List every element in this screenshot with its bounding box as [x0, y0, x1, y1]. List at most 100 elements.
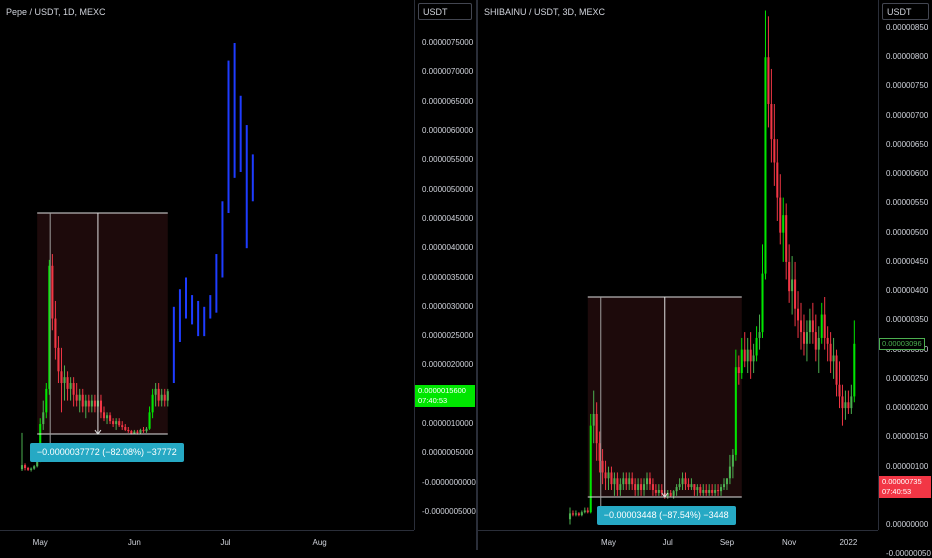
shib-candle-body [838, 384, 841, 397]
shib-candle-body [755, 337, 758, 356]
pepe-time-axis[interactable]: May Jun Jul Aug [0, 530, 414, 551]
shib-price-tick: 0.00000150 [886, 432, 929, 442]
shib-price-tick: 0.00000100 [886, 461, 929, 471]
pepe-chart-canvas[interactable] [0, 0, 476, 550]
shib-candle-body [577, 513, 580, 516]
pepe-candle-body [163, 394, 166, 401]
shib-candle-body [705, 489, 708, 493]
shib-candle-body [571, 513, 574, 515]
pepe-candle-body [23, 465, 27, 469]
shib-candle-body [619, 484, 622, 490]
pepe-projection-bar [227, 60, 230, 214]
shib-candle-body [681, 478, 684, 485]
shib-candle-body [832, 355, 835, 362]
pepe-candle-body [75, 394, 78, 401]
pepe-candle-body [54, 318, 57, 348]
shib-candle-body [817, 337, 820, 350]
shib-measure-arrow [661, 492, 669, 498]
pepe-price-tick: 0.0000050000 [422, 184, 474, 194]
shib-candle-body [850, 396, 853, 409]
pepe-projection-bar [251, 154, 254, 202]
shib-candle-body [625, 478, 628, 485]
shib-candle-body [589, 425, 592, 513]
shib-candle-body [666, 492, 669, 496]
shib-candle-body [799, 320, 803, 333]
shib-time-tick: May [600, 538, 617, 547]
shib-price-tick: 0.00000350 [886, 315, 929, 325]
pepe-projection-bar [172, 306, 175, 384]
shib-candle-body [672, 491, 675, 496]
shib-candle-body [660, 489, 663, 493]
shib-currency-selector[interactable]: USDT [882, 3, 929, 20]
pepe-candle-body [72, 383, 75, 395]
pane-divider[interactable] [476, 0, 478, 550]
pepe-candle-body [36, 459, 39, 467]
shib-candle-body [654, 489, 657, 493]
shib-candle-body [598, 443, 601, 461]
pepe-candle-body [57, 347, 60, 372]
pepe-candle-body [142, 429, 145, 432]
shib-time-tick: Sep [719, 538, 735, 547]
pepe-candle-body [121, 425, 124, 427]
pepe-candle-body [27, 468, 30, 470]
shib-candle-body [702, 489, 705, 493]
shib-candle-body [728, 466, 731, 479]
pepe-projection-bar [221, 201, 224, 278]
shib-candle-body [841, 396, 844, 409]
shib-candle-body [808, 320, 811, 333]
shib-candle-body [749, 349, 752, 362]
shib-candle-body [657, 489, 660, 493]
shib-candle-body [811, 320, 814, 333]
pepe-projection-bar [209, 295, 212, 319]
shib-price-tick: 0.00000250 [886, 373, 929, 383]
shib-candle-body [844, 402, 847, 409]
pepe-candle-body [148, 412, 151, 429]
shib-symbol-title: SHIBAINU / USDT, 3D, MEXC [484, 7, 606, 17]
shib-candle-body [717, 489, 720, 492]
pepe-candle-body [102, 412, 106, 419]
shib-candle-body [607, 472, 610, 479]
shib-candle-body [743, 349, 746, 362]
shib-chart-pane[interactable]: SHIBAINU / USDT, 3D, MEXC USDT 0.0000085… [478, 0, 932, 558]
shib-chart-canvas[interactable] [478, 0, 932, 550]
shib-time-axis[interactable]: May Jul Sep Nov 2022 [478, 530, 878, 551]
pepe-projection-bar [245, 125, 248, 249]
pepe-candle-body [63, 377, 66, 384]
shib-time-tick: Nov [782, 538, 797, 547]
pepe-projection-bar [215, 254, 218, 313]
shib-candle-body [601, 460, 604, 473]
pepe-price-tick: 0.0000025000 [422, 331, 474, 341]
pepe-symbol-title: Pepe / USDT, 1D, MEXC [6, 7, 106, 17]
shib-candle-body [610, 472, 613, 485]
pepe-price-tick: 0.0000010000 [422, 419, 474, 429]
shib-candle-body [634, 484, 637, 490]
shib-time-tick: Jul [662, 538, 673, 547]
pepe-candle-body [87, 400, 90, 407]
shib-candle-body [696, 487, 699, 490]
shib-candle-body [699, 487, 702, 493]
shib-price-axis[interactable]: USDT 0.00000850 0.00000800 0.00000750 0.000… [878, 0, 932, 558]
shib-current-price-tag: 0.00000735 07:40:53 [879, 476, 931, 499]
shib-candle-body [779, 197, 782, 233]
pepe-candle-body [136, 431, 139, 433]
pepe-candle-body [30, 468, 33, 470]
shib-candle-body [734, 367, 737, 455]
shib-candle-body [797, 308, 800, 321]
pepe-candle-body [81, 394, 84, 407]
shib-price-tick: 0.00000850 [886, 23, 929, 32]
shib-candle-body [595, 413, 598, 444]
shib-candle-body [746, 349, 749, 362]
pepe-price-axis[interactable]: USDT 0.0000075000 0.0000070000 0.000006500… [414, 0, 477, 530]
shib-measure-label: −0.00003448 (−87.54%) −3448 [596, 506, 736, 525]
shib-candle-body [802, 332, 805, 344]
pepe-currency-selector[interactable]: USDT [418, 3, 472, 20]
shib-price-tick: 0.00000650 [886, 139, 929, 149]
pepe-candle-body [69, 383, 72, 389]
pepe-candle-body [151, 394, 154, 413]
pepe-candle-body [112, 421, 115, 425]
shib-price-tick: 0.00000750 [886, 81, 929, 91]
pepe-candle-body [127, 429, 130, 432]
shib-price-tick: -0.00000050 [886, 549, 931, 558]
pepe-chart-pane[interactable]: Pepe / USDT, 1D, MEXC USDT 0.0000075000 0… [0, 0, 476, 550]
pepe-candle-body [133, 431, 136, 434]
